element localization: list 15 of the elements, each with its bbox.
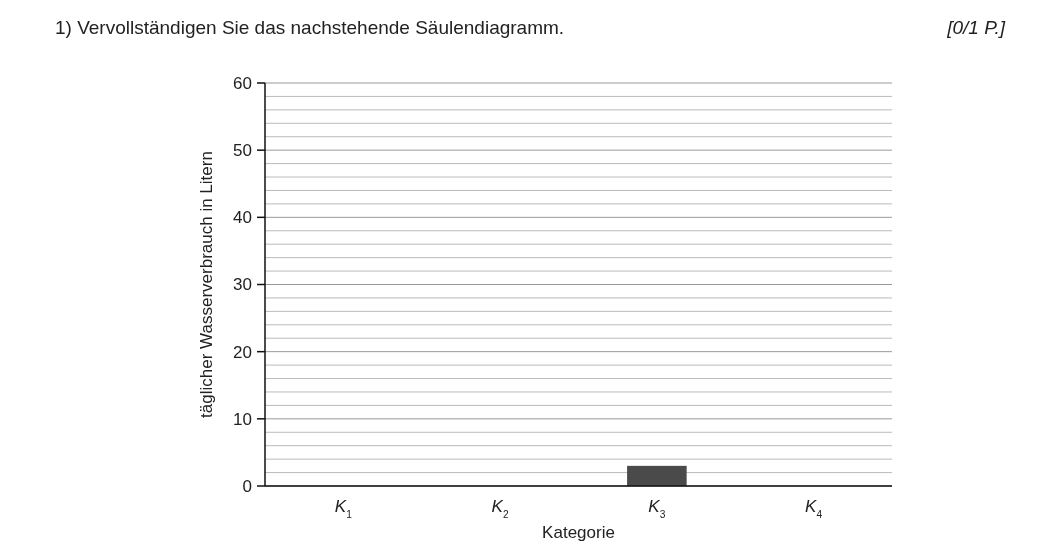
x-axis-title: Kategorie — [542, 523, 615, 542]
x-tick-label: K$_{4}$ — [805, 497, 823, 520]
x-tick-label: K$_{1}$ — [334, 497, 353, 520]
y-tick-label: 40 — [233, 208, 252, 228]
y-tick-label: 0 — [242, 476, 252, 496]
x-tick-label: K$_{3}$ — [648, 497, 666, 520]
y-tick-label: 30 — [233, 275, 252, 295]
y-axis-title: täglicher Wasserverbrauch in Litern — [197, 151, 216, 418]
text: [0/1 P.] — [946, 17, 1006, 38]
y-tick-label: 10 — [233, 409, 252, 429]
x-tick-label: K$_{2}$ — [491, 497, 509, 520]
y-tick-label: 50 — [233, 141, 252, 161]
y-tick-label: 60 — [233, 73, 252, 93]
y-tick-label: 20 — [233, 342, 252, 362]
chart-title: 1) Vervollständigen Sie das nachstehende Säulendiagramm. — [55, 17, 565, 38]
